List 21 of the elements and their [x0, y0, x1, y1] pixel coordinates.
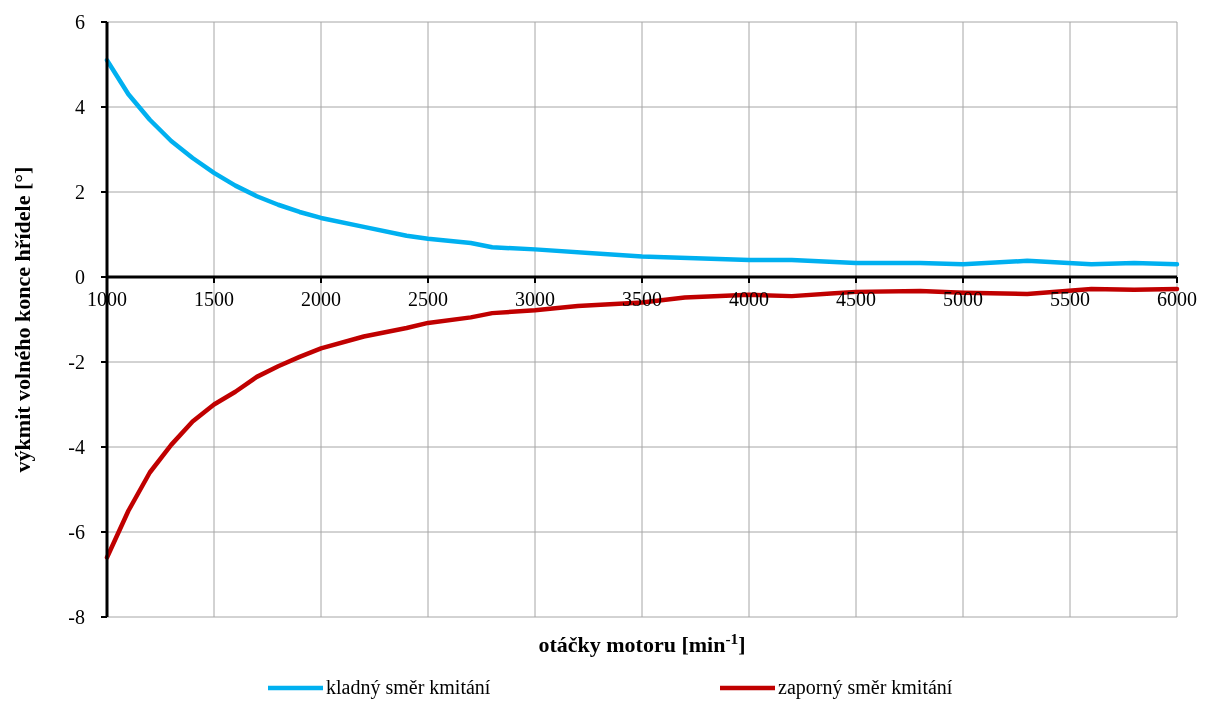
y-tick-label: 2 [75, 181, 85, 203]
x-tick-label: 5000 [943, 288, 983, 310]
x-axis-title: otáčky motoru [min$^{-1}$] [538, 629, 746, 657]
y-tick-label: 6 [75, 11, 85, 33]
y-tick-label: 4 [75, 96, 85, 118]
x-tick-label: 1500 [194, 288, 234, 310]
x-tick-label: 2500 [408, 288, 448, 310]
legend-label: zaporný směr kmitání [778, 676, 953, 699]
y-tick-label: -8 [68, 606, 85, 628]
x-tick-label: 4500 [836, 288, 876, 310]
x-tick-label: 6000 [1157, 288, 1197, 310]
x-tick-label: 2000 [301, 288, 341, 310]
x-tick-label: 5500 [1050, 288, 1090, 310]
y-tick-label: -4 [68, 436, 85, 458]
y-axis-title: výkmit volného konce hřídele [°] [10, 166, 35, 473]
y-tick-label: 0 [75, 266, 85, 288]
y-tick-label: -2 [68, 351, 85, 373]
y-tick-label: -6 [68, 521, 85, 543]
line-series [104, 58, 1180, 267]
x-tick-label: 3000 [515, 288, 555, 310]
legend-label: kladný směr kmitání [326, 676, 491, 699]
